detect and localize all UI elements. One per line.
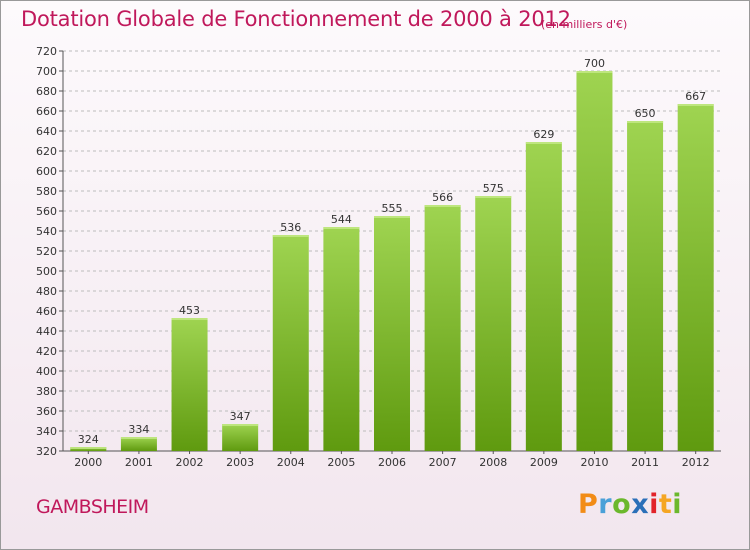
y-tick-label: 700	[36, 65, 57, 78]
bar-highlight	[120, 437, 157, 439]
data-label-2010: 700	[584, 57, 605, 70]
bar-highlight	[222, 424, 259, 426]
y-tick-label: 380	[36, 385, 57, 398]
bar-2009	[525, 142, 562, 451]
bar-highlight	[323, 227, 360, 229]
y-tick-label: 540	[36, 225, 57, 238]
bar-highlight	[576, 71, 613, 73]
y-tick-label: 400	[36, 365, 57, 378]
y-tick-label: 320	[36, 445, 57, 458]
bar-highlight	[424, 205, 461, 207]
bar-2007	[424, 205, 461, 451]
bar-highlight	[525, 142, 562, 144]
y-tick-label: 620	[36, 145, 57, 158]
bar-2011	[627, 121, 664, 451]
y-tick-label: 560	[36, 205, 57, 218]
bar-2004	[272, 235, 309, 451]
y-tick-label: 480	[36, 285, 57, 298]
y-tick-label: 460	[36, 305, 57, 318]
data-label-2002: 453	[179, 304, 200, 317]
bar-highlight	[374, 216, 410, 218]
y-tick-label: 640	[36, 125, 57, 138]
x-tick-label-2010: 2010	[580, 456, 608, 469]
bar-2001	[120, 437, 157, 451]
x-tick-label-2008: 2008	[479, 456, 507, 469]
x-tick-label-2002: 2002	[176, 456, 204, 469]
x-tick-label-2005: 2005	[327, 456, 355, 469]
y-tick-label: 660	[36, 105, 57, 118]
data-label-2011: 650	[635, 107, 656, 120]
axes: 320 340 360 380 400 420 440 460 480 500 520 540 560 5…	[36, 45, 721, 469]
y-tick-label: 340	[36, 425, 57, 438]
bar-2002	[171, 318, 208, 451]
data-label-2009: 629	[533, 128, 554, 141]
chart-unit: (en milliers d'€)	[541, 18, 628, 31]
y-tick-label: 600	[36, 165, 57, 178]
bar-highlight	[677, 104, 714, 106]
y-tick-label: 420	[36, 345, 57, 358]
y-tick-label: 520	[36, 245, 57, 258]
data-label-2012: 667	[685, 90, 706, 103]
data-labels: 324 334 453 347 536 544 555 566 575 629 700 650 667	[78, 57, 706, 446]
bar-highlight	[475, 196, 512, 198]
bar-highlight	[70, 447, 107, 449]
bar-2005	[323, 227, 360, 451]
bar-2008	[475, 196, 512, 451]
y-tick-label: 440	[36, 325, 57, 338]
data-label-2004: 536	[280, 221, 301, 234]
data-label-2000: 324	[78, 433, 99, 446]
bar-highlight	[272, 235, 309, 237]
x-tick-label-2001: 2001	[125, 456, 153, 469]
x-tick-label-2000: 2000	[74, 456, 102, 469]
x-tick-label-2012: 2012	[682, 456, 710, 469]
bar-2012	[677, 104, 714, 451]
commune-name: GAMBSHEIM	[36, 496, 149, 518]
data-label-2008: 575	[483, 182, 504, 195]
y-tick-label: 720	[36, 45, 57, 58]
bar-2006	[374, 216, 410, 451]
data-label-2001: 334	[128, 423, 149, 436]
x-tick-label-2011: 2011	[631, 456, 659, 469]
bar-highlight	[171, 318, 208, 320]
chart-title: Dotation Globale de Fonctionnement de 20…	[21, 7, 571, 31]
y-tick-label: 680	[36, 85, 57, 98]
bars	[70, 71, 714, 451]
x-tick-label-2003: 2003	[226, 456, 254, 469]
bar-highlight	[627, 121, 664, 123]
bar-2010	[576, 71, 613, 451]
data-label-2007: 566	[432, 191, 453, 204]
y-tick-label: 500	[36, 265, 57, 278]
data-label-2003: 347	[230, 410, 251, 423]
data-label-2006: 555	[382, 202, 403, 215]
bar-2003	[222, 424, 259, 451]
data-label-2005: 544	[331, 213, 352, 226]
y-tick-label: 360	[36, 405, 57, 418]
x-tick-label-2009: 2009	[530, 456, 558, 469]
y-tick-label: 580	[36, 185, 57, 198]
x-tick-label-2004: 2004	[277, 456, 305, 469]
x-tick-label-2007: 2007	[429, 456, 457, 469]
x-tick-label-2006: 2006	[378, 456, 406, 469]
proxiti-logo-icon: Proxiti	[578, 489, 683, 520]
